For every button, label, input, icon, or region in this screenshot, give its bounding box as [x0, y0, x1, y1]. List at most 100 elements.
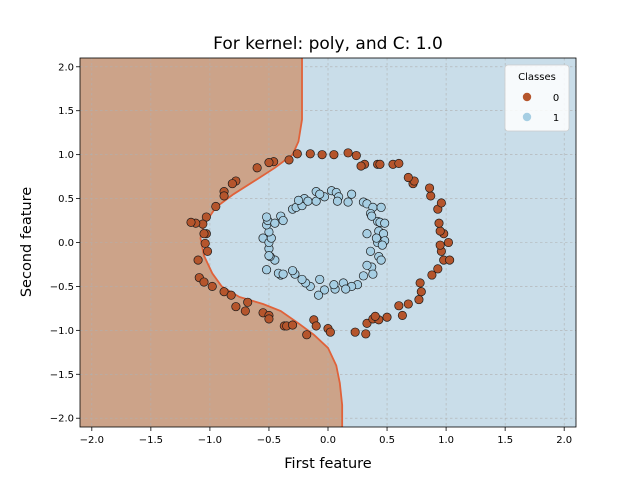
point-class-0	[397, 310, 407, 320]
point-class-0	[199, 229, 209, 239]
y-axis-ticks: −2.0 −1.5 −1.0 −0.5 0.0 0.5 1.0 1.5 2.0	[50, 62, 80, 425]
point-class-0	[211, 201, 221, 212]
decision-boundary	[199, 58, 344, 427]
point-class-1	[315, 189, 325, 199]
data-points	[186, 148, 455, 340]
point-class-1	[377, 240, 387, 250]
point-class-0	[292, 149, 302, 159]
point-class-1	[262, 265, 272, 275]
point-class-0	[186, 217, 196, 227]
class-0-region	[80, 58, 343, 427]
point-class-1	[314, 290, 324, 300]
point-class-0	[416, 287, 426, 297]
point-class-0	[200, 238, 210, 248]
point-class-0	[199, 277, 209, 287]
point-class-0	[394, 158, 404, 168]
point-class-1	[365, 246, 376, 256]
point-class-1	[270, 218, 280, 228]
point-class-0	[264, 158, 274, 168]
x-tick-label: 0.0	[320, 435, 336, 446]
point-class-1	[380, 218, 390, 228]
point-class-1	[315, 274, 325, 284]
point-class-0	[414, 295, 424, 305]
point-class-0	[435, 226, 445, 236]
x-tick-label: −1.5	[139, 435, 163, 446]
point-class-1	[303, 196, 313, 206]
legend: Classes 0 1	[504, 64, 570, 132]
point-class-0	[445, 255, 455, 265]
point-class-1	[293, 195, 304, 205]
point-class-1	[297, 274, 307, 284]
point-class-0	[361, 329, 371, 339]
point-class-1	[329, 280, 339, 290]
point-class-1	[332, 196, 342, 206]
point-class-0	[350, 327, 360, 337]
point-class-0	[227, 179, 237, 189]
point-class-1	[358, 271, 368, 281]
y-tick-label: 1.5	[58, 106, 74, 117]
point-class-0	[403, 299, 413, 309]
point-class-1	[278, 269, 288, 279]
point-class-0	[427, 270, 437, 280]
legend-marker-class-0	[522, 92, 532, 102]
point-class-0	[382, 312, 392, 322]
point-class-1	[362, 229, 372, 239]
chart-title: For kernel: poly, and C: 1.0	[213, 34, 443, 54]
point-class-1	[343, 197, 353, 207]
x-tick-label: 0.5	[379, 435, 395, 446]
point-class-0	[219, 191, 229, 201]
y-tick-label: −1.5	[50, 370, 74, 381]
point-class-1	[367, 211, 377, 221]
point-class-0	[375, 159, 385, 169]
point-class-0	[356, 161, 366, 171]
point-class-0	[302, 330, 312, 340]
x-tick-label: 2.0	[556, 435, 572, 446]
plot-area	[80, 58, 576, 427]
point-class-1	[347, 189, 357, 199]
point-class-1	[278, 215, 288, 226]
point-class-0	[305, 149, 315, 159]
x-tick-label: −1.0	[198, 435, 222, 446]
point-class-0	[343, 148, 353, 158]
point-class-0	[317, 150, 327, 160]
point-class-1	[368, 269, 378, 279]
point-class-0	[425, 183, 435, 193]
x-tick-label: −2.0	[80, 435, 104, 446]
legend-label-class-0: 0	[553, 93, 559, 104]
x-axis-label: First feature	[284, 456, 372, 472]
point-class-0	[240, 306, 250, 316]
point-class-0	[231, 302, 241, 312]
point-class-1	[376, 255, 386, 265]
x-tick-label: −0.5	[257, 435, 281, 446]
x-tick-label: 1.0	[438, 435, 454, 446]
point-class-1	[319, 285, 330, 295]
legend-label-class-1: 1	[553, 113, 559, 124]
point-class-0	[207, 281, 217, 291]
point-class-0	[202, 246, 213, 256]
y-tick-label: −0.5	[50, 282, 74, 293]
legend-marker-class-1	[522, 112, 532, 122]
point-class-0	[252, 163, 262, 173]
point-class-0	[435, 240, 445, 250]
point-class-1	[262, 212, 272, 222]
y-tick-label: 0.0	[58, 238, 74, 249]
point-class-1	[341, 284, 351, 294]
point-class-0	[351, 150, 361, 161]
point-class-0	[443, 237, 454, 248]
y-tick-label: 2.0	[58, 62, 74, 73]
point-class-0	[325, 327, 335, 337]
point-class-0	[284, 155, 294, 165]
point-class-1	[376, 202, 386, 212]
point-class-0	[426, 191, 436, 201]
point-class-0	[403, 172, 413, 183]
point-class-1	[264, 251, 274, 261]
point-class-0	[311, 321, 321, 331]
x-tick-label: 1.5	[497, 435, 513, 446]
point-class-1	[362, 260, 372, 270]
point-class-0	[434, 218, 444, 228]
x-axis-ticks: −2.0 −1.5 −1.0 −0.5 0.0 0.5 1.0 1.5 2.0	[80, 427, 572, 446]
point-class-0	[243, 297, 253, 307]
point-class-0	[394, 301, 404, 311]
point-class-0	[433, 264, 443, 274]
